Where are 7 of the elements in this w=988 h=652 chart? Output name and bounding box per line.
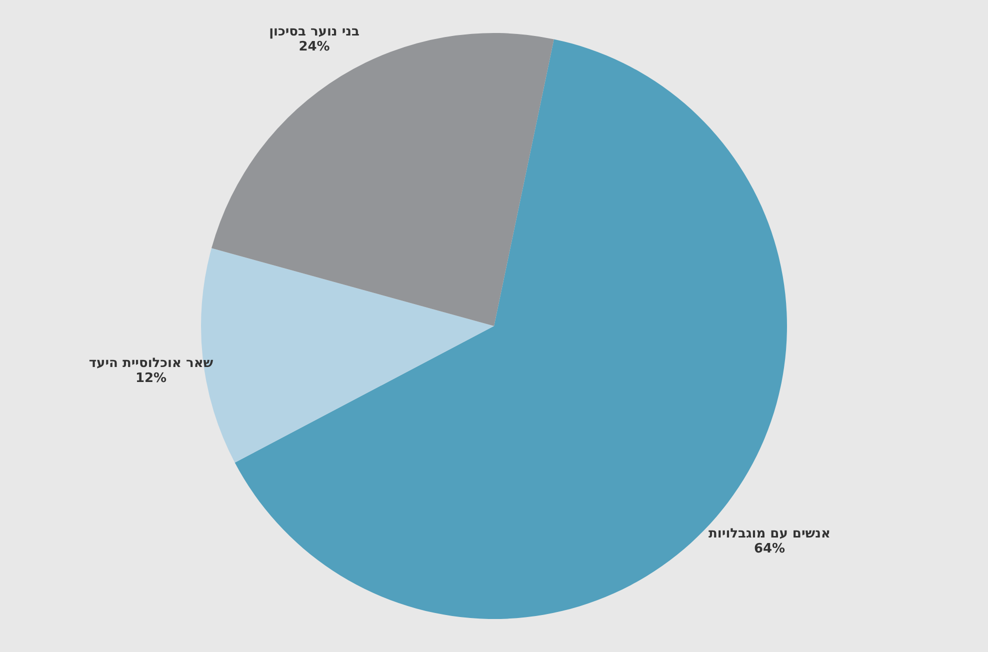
data-label: 12% [135, 371, 167, 386]
data-label: 64% [754, 542, 786, 557]
pie-slice [234, 39, 786, 619]
slice-label: בני נוער בסיכון [269, 24, 360, 40]
data-label: 24% [298, 40, 330, 55]
slice-label: שאר אוכלוסיית היעד [88, 356, 214, 372]
slice-label: אנשים עם מוגבלויות [708, 526, 831, 542]
